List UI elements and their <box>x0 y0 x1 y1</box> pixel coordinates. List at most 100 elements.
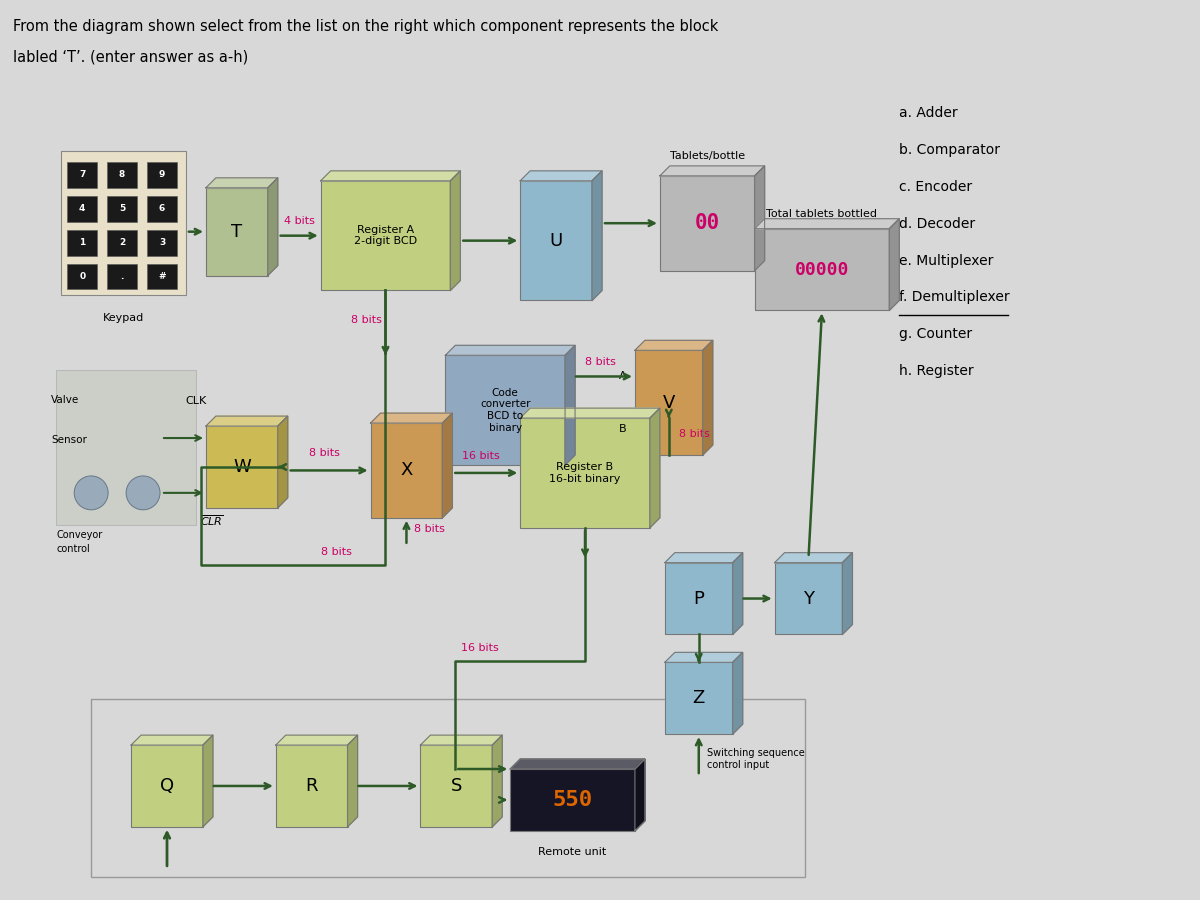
Text: 1: 1 <box>79 238 85 248</box>
Polygon shape <box>277 416 288 508</box>
Text: #: # <box>158 272 166 281</box>
Text: .: . <box>120 272 124 281</box>
Text: 8 bits: 8 bits <box>350 315 382 325</box>
Polygon shape <box>565 346 575 465</box>
Text: labled ‘T’. (enter answer as a-h): labled ‘T’. (enter answer as a-h) <box>13 50 248 64</box>
Text: 8 bits: 8 bits <box>679 428 709 438</box>
Text: Y: Y <box>803 590 814 608</box>
Polygon shape <box>665 553 743 562</box>
FancyBboxPatch shape <box>148 264 176 290</box>
Polygon shape <box>276 735 358 745</box>
Text: g. Counter: g. Counter <box>899 328 972 341</box>
FancyBboxPatch shape <box>371 423 443 518</box>
FancyBboxPatch shape <box>660 176 755 271</box>
Polygon shape <box>774 553 852 562</box>
Text: R: R <box>306 777 318 795</box>
FancyBboxPatch shape <box>107 264 137 290</box>
FancyBboxPatch shape <box>148 196 176 221</box>
Text: From the diagram shown select from the list on the right which component represe: From the diagram shown select from the l… <box>13 19 719 34</box>
Text: 3: 3 <box>158 238 166 248</box>
Text: Register A
2-digit BCD: Register A 2-digit BCD <box>354 225 418 247</box>
Text: 16 bits: 16 bits <box>462 644 499 653</box>
FancyBboxPatch shape <box>107 162 137 188</box>
Text: Tablets/bottle: Tablets/bottle <box>670 151 745 161</box>
Text: W: W <box>233 458 251 476</box>
FancyBboxPatch shape <box>206 188 268 275</box>
Text: e. Multiplexer: e. Multiplexer <box>899 254 994 267</box>
Text: T: T <box>232 222 242 240</box>
Text: P: P <box>694 590 704 608</box>
Polygon shape <box>889 219 899 310</box>
Polygon shape <box>665 652 743 662</box>
Text: a. Adder: a. Adder <box>899 106 958 120</box>
Text: 5: 5 <box>119 204 125 213</box>
FancyBboxPatch shape <box>520 181 592 301</box>
FancyBboxPatch shape <box>755 229 889 310</box>
Polygon shape <box>206 416 288 426</box>
Text: S: S <box>451 777 462 795</box>
Text: Register B
16-bit binary: Register B 16-bit binary <box>550 462 620 483</box>
FancyBboxPatch shape <box>665 662 733 734</box>
Text: Keypad: Keypad <box>103 313 144 323</box>
Text: 8 bits: 8 bits <box>584 356 616 366</box>
Polygon shape <box>842 553 852 634</box>
Polygon shape <box>755 166 764 271</box>
Polygon shape <box>268 178 277 275</box>
FancyBboxPatch shape <box>276 745 348 827</box>
Polygon shape <box>492 735 503 827</box>
Text: 16 bits: 16 bits <box>462 451 500 461</box>
Polygon shape <box>203 735 212 827</box>
Polygon shape <box>733 553 743 634</box>
Polygon shape <box>703 340 713 455</box>
FancyBboxPatch shape <box>67 230 97 256</box>
Polygon shape <box>320 171 461 181</box>
Text: 4 bits: 4 bits <box>283 216 314 226</box>
Text: Total tablets bottled: Total tablets bottled <box>767 209 877 219</box>
FancyBboxPatch shape <box>67 264 97 290</box>
Text: $\overline{CLR}$: $\overline{CLR}$ <box>200 513 223 527</box>
FancyBboxPatch shape <box>67 196 97 221</box>
Text: c. Encoder: c. Encoder <box>899 180 972 194</box>
FancyBboxPatch shape <box>67 162 97 188</box>
Text: 8 bits: 8 bits <box>320 546 352 557</box>
Text: 8: 8 <box>119 170 125 179</box>
Polygon shape <box>371 413 452 423</box>
Polygon shape <box>450 171 461 291</box>
Text: X: X <box>401 462 413 480</box>
FancyBboxPatch shape <box>107 196 137 221</box>
Polygon shape <box>733 652 743 734</box>
Text: 7: 7 <box>79 170 85 179</box>
Polygon shape <box>510 759 644 769</box>
Text: 00000: 00000 <box>794 261 850 279</box>
Polygon shape <box>206 178 277 188</box>
Circle shape <box>126 476 160 509</box>
Text: 9: 9 <box>158 170 166 179</box>
Text: Z: Z <box>692 689 704 707</box>
Text: V: V <box>662 393 676 411</box>
Text: h. Register: h. Register <box>899 364 974 378</box>
FancyBboxPatch shape <box>774 562 842 634</box>
Text: Code
converter
BCD to
binary: Code converter BCD to binary <box>480 388 530 433</box>
FancyBboxPatch shape <box>148 162 176 188</box>
FancyBboxPatch shape <box>320 181 450 291</box>
Text: b. Comparator: b. Comparator <box>899 143 1001 157</box>
FancyBboxPatch shape <box>445 356 565 465</box>
Text: U: U <box>550 231 563 249</box>
FancyBboxPatch shape <box>520 418 650 527</box>
Text: Valve: Valve <box>52 395 79 405</box>
Text: 00: 00 <box>695 213 720 233</box>
Text: Q: Q <box>160 777 174 795</box>
Polygon shape <box>445 346 575 356</box>
Text: 4: 4 <box>79 204 85 213</box>
Polygon shape <box>420 735 503 745</box>
FancyBboxPatch shape <box>635 350 703 455</box>
Polygon shape <box>443 413 452 518</box>
Polygon shape <box>755 219 899 229</box>
Text: Conveyor: Conveyor <box>56 530 102 540</box>
Polygon shape <box>635 340 713 350</box>
Polygon shape <box>520 171 602 181</box>
Text: 8 bits: 8 bits <box>414 524 445 534</box>
FancyBboxPatch shape <box>665 562 733 634</box>
Text: B: B <box>619 424 626 434</box>
FancyBboxPatch shape <box>131 745 203 827</box>
